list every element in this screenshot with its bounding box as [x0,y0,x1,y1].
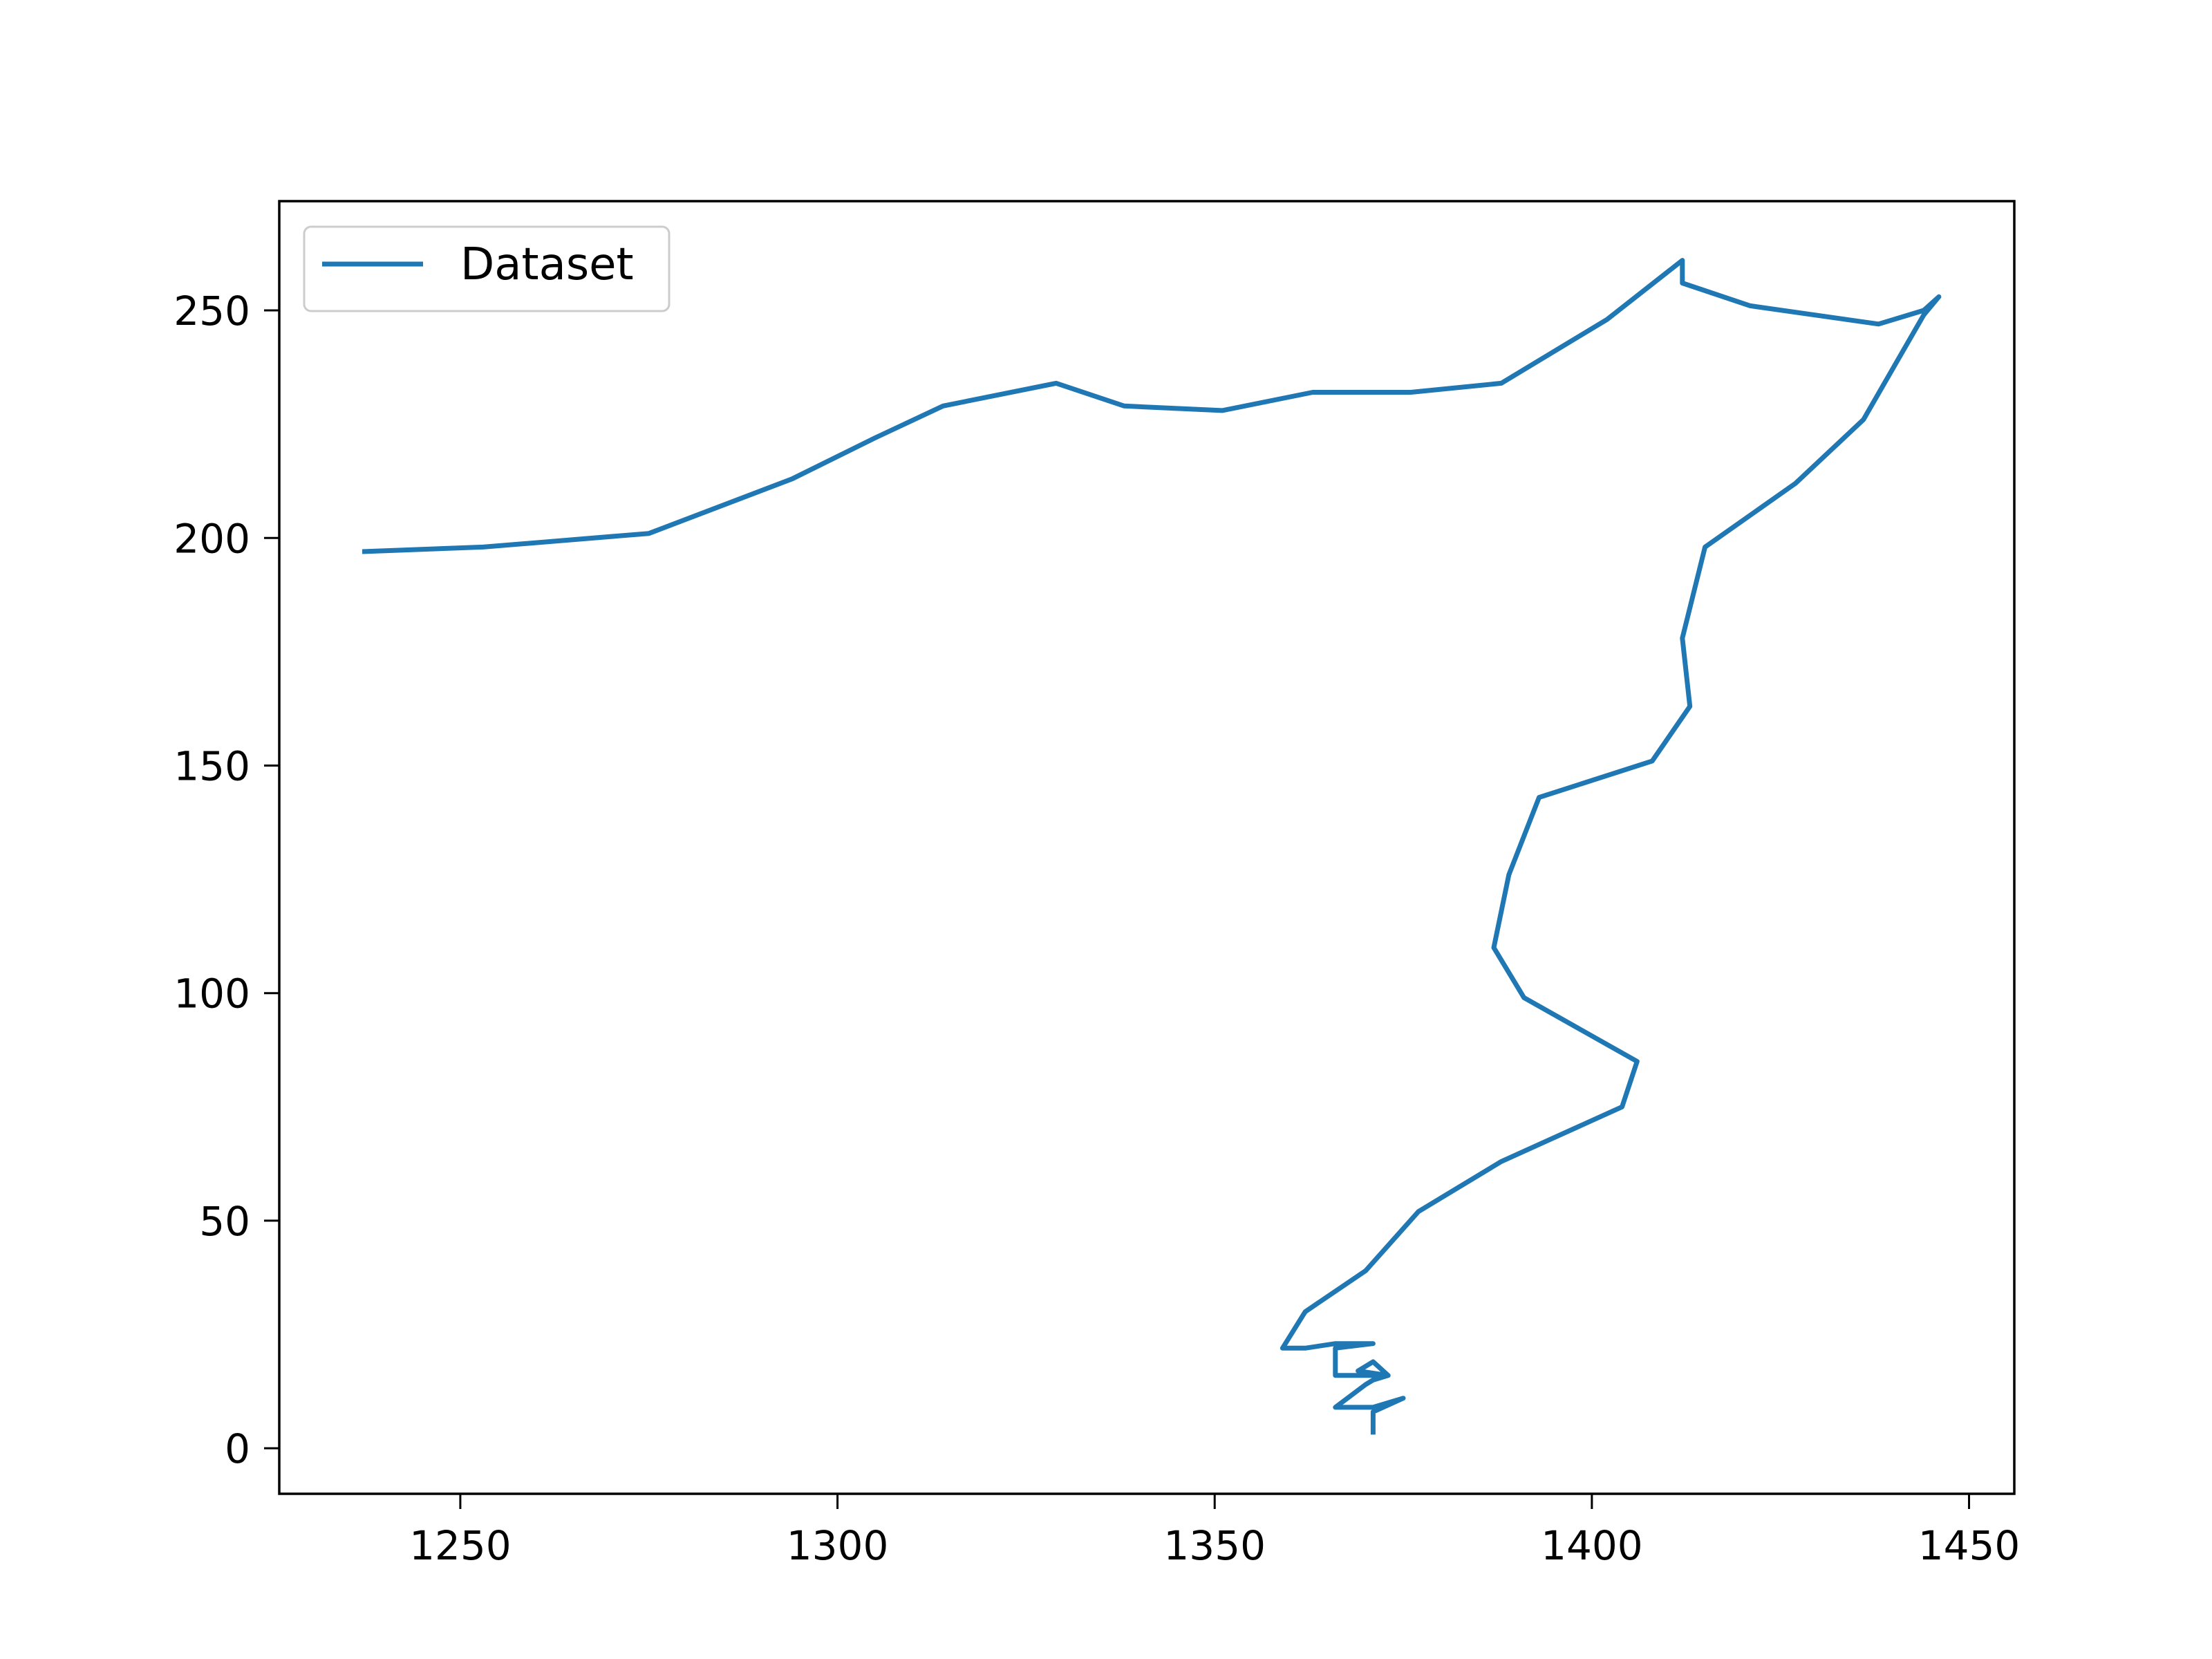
x-axis: 1250 1300 1350 1400 1450 [409,1494,2020,1569]
y-tick-label: 0 [225,1425,250,1472]
series-line-0 [362,258,1942,1435]
legend: Dataset [303,225,671,312]
y-tick-label: 150 [174,742,250,789]
x-tick-label: 1250 [409,1522,512,1569]
y-tick-label: 250 [174,288,250,335]
series-layer [362,258,1942,1435]
legend-label: Dataset [460,239,634,290]
x-tick-label: 1350 [1163,1522,1266,1569]
y-axis: 0 50 100 150 200 250 [174,288,279,1472]
y-tick-label: 200 [174,515,250,562]
y-tick-label: 100 [174,971,250,1018]
plot-area-frame [278,200,2016,1495]
legend-box [303,225,671,312]
x-tick-label: 1450 [1918,1522,2021,1569]
x-tick-label: 1400 [1541,1522,1643,1569]
y-tick-label: 50 [199,1198,250,1245]
x-tick-label: 1300 [787,1522,889,1569]
